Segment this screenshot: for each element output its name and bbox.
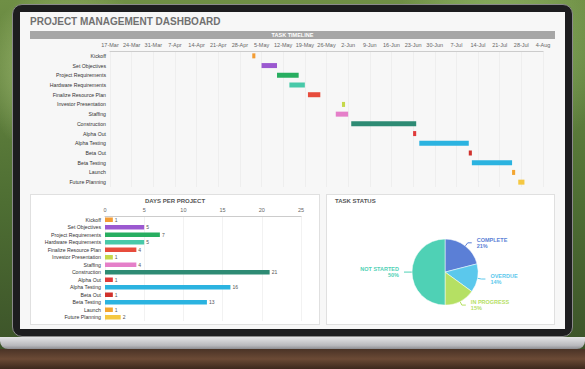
svg-text:25: 25 xyxy=(298,207,304,213)
svg-text:16-Jun: 16-Jun xyxy=(383,42,400,48)
svg-text:NOT STARTED: NOT STARTED xyxy=(360,266,399,273)
html-text:PROJECT MANAGEMENT DASHBOARD: PROJECT MANAGEMENT DASHBOARD xyxy=(30,16,221,27)
svg-text:12-May: 12-May xyxy=(274,42,293,48)
svg-text:Project Requirements: Project Requirements xyxy=(51,232,101,238)
svg-text:Launch: Launch xyxy=(84,307,101,313)
svg-text:Kickoff: Kickoff xyxy=(91,53,107,59)
svg-text:1: 1 xyxy=(115,292,118,298)
svg-text:17-Mar: 17-Mar xyxy=(101,42,119,48)
svg-text:1: 1 xyxy=(115,217,118,223)
svg-text:Staffing: Staffing xyxy=(89,111,107,117)
svg-text:Investor Presentation: Investor Presentation xyxy=(57,101,106,107)
svg-text:5: 5 xyxy=(146,224,149,230)
svg-text:4: 4 xyxy=(138,247,141,253)
svg-text:Future Planning: Future Planning xyxy=(69,179,106,185)
svg-text:OVERDUE: OVERDUE xyxy=(490,273,518,279)
svg-text:Alpha Testing: Alpha Testing xyxy=(75,140,106,146)
svg-text:7: 7 xyxy=(162,232,165,238)
svg-text:Investor Presentation: Investor Presentation xyxy=(52,254,101,260)
svg-text:15%: 15% xyxy=(471,305,482,311)
svg-text:Kickoff: Kickoff xyxy=(86,217,102,223)
svg-text:10: 10 xyxy=(180,207,186,213)
svg-text:1: 1 xyxy=(115,254,118,260)
svg-text:14-Apr: 14-Apr xyxy=(188,42,205,48)
svg-text:Future Planning: Future Planning xyxy=(64,314,101,320)
svg-text:Construction: Construction xyxy=(77,121,106,127)
svg-text:Launch: Launch xyxy=(89,169,106,175)
svg-text:24-Mar: 24-Mar xyxy=(123,42,141,48)
svg-text:7-Jul: 7-Jul xyxy=(450,42,462,48)
svg-text:Beta Testing: Beta Testing xyxy=(78,160,107,166)
svg-text:0: 0 xyxy=(103,207,106,213)
svg-text:19-May: 19-May xyxy=(296,42,315,48)
svg-text:4: 4 xyxy=(138,262,141,268)
svg-text:Beta Out: Beta Out xyxy=(86,150,107,156)
svg-text:Set Objectives: Set Objectives xyxy=(68,224,102,230)
svg-text:1: 1 xyxy=(115,307,118,313)
svg-text:30-Jun: 30-Jun xyxy=(426,42,443,48)
svg-text:4-Aug: 4-Aug xyxy=(536,42,551,48)
svg-text:28-Jul: 28-Jul xyxy=(514,42,529,48)
html-text:TASK TIMELINE: TASK TIMELINE xyxy=(271,32,314,38)
svg-text:23-Jun: 23-Jun xyxy=(405,42,422,48)
svg-text:21: 21 xyxy=(272,269,278,275)
svg-text:26-May: 26-May xyxy=(317,42,336,48)
svg-text:15: 15 xyxy=(220,207,226,213)
svg-text:31-Mar: 31-Mar xyxy=(145,42,163,48)
svg-text:2: 2 xyxy=(123,314,126,320)
svg-text:5-May: 5-May xyxy=(254,42,270,48)
svg-text:21%: 21% xyxy=(477,243,488,249)
svg-text:7-Apr: 7-Apr xyxy=(168,42,182,48)
svg-text:Finalize Resource Plan: Finalize Resource Plan xyxy=(53,92,106,98)
svg-text:2-Jun: 2-Jun xyxy=(341,42,355,48)
svg-text:14-Jul: 14-Jul xyxy=(471,42,486,48)
svg-text:IN PROGRESS: IN PROGRESS xyxy=(470,299,510,306)
svg-text:1: 1 xyxy=(115,277,118,283)
svg-text:Construction: Construction xyxy=(72,269,101,275)
svg-text:50%: 50% xyxy=(388,272,399,278)
svg-text:21-Apr: 21-Apr xyxy=(210,42,227,48)
svg-text:Finalize Resource Plan: Finalize Resource Plan xyxy=(48,247,101,253)
svg-text:COMPLETE: COMPLETE xyxy=(476,236,508,243)
svg-text:Alpha Testing: Alpha Testing xyxy=(70,284,101,290)
svg-text:Set Objectives: Set Objectives xyxy=(73,63,107,69)
svg-text:Alpha Out: Alpha Out xyxy=(78,277,102,283)
svg-text:Beta Testing: Beta Testing xyxy=(73,299,102,305)
svg-text:Beta Out: Beta Out xyxy=(81,292,102,298)
svg-text:20: 20 xyxy=(259,207,265,213)
svg-text:Hardware Requirements: Hardware Requirements xyxy=(50,82,107,88)
svg-text:5: 5 xyxy=(146,239,149,245)
svg-text:9-Jun: 9-Jun xyxy=(363,42,377,48)
svg-text:Project Requirements: Project Requirements xyxy=(56,72,106,78)
svg-text:16: 16 xyxy=(232,284,238,290)
svg-text:21-Jul: 21-Jul xyxy=(492,42,507,48)
svg-text:28-Apr: 28-Apr xyxy=(232,42,249,48)
html-text:DAYS PER PROJECT: DAYS PER PROJECT xyxy=(144,198,206,204)
svg-text:Alpha Out: Alpha Out xyxy=(83,131,107,137)
html-text:TASK STATUS: TASK STATUS xyxy=(335,198,376,204)
svg-text:14%: 14% xyxy=(490,279,501,285)
svg-text:Hardware Requirements: Hardware Requirements xyxy=(45,239,102,245)
svg-text:13: 13 xyxy=(209,299,215,305)
svg-text:5: 5 xyxy=(143,207,146,213)
svg-text:Staffing: Staffing xyxy=(84,262,102,268)
